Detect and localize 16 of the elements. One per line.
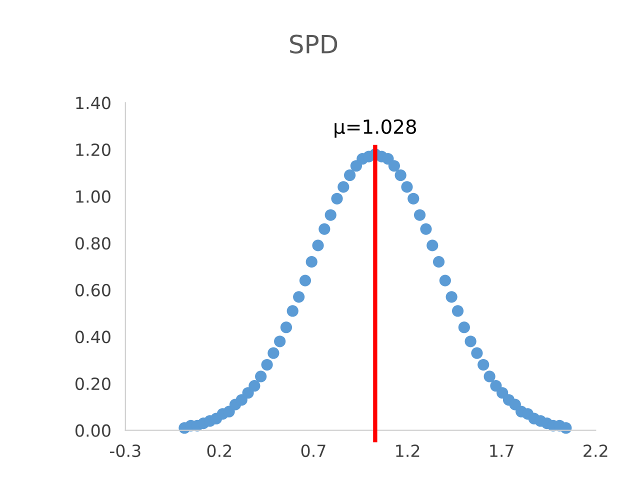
y-tick-label: 1.00 [76, 190, 110, 203]
y-tick-label: 1.40 [76, 96, 110, 110]
y-tick-label: 1.20 [76, 143, 110, 156]
x-tick-label: 0.7 [301, 444, 326, 458]
y-tick-label: 0.60 [76, 284, 110, 296]
x-tick-label: 1.2 [396, 444, 420, 457]
chart-title: SPD [290, 34, 338, 54]
x-tick-label: 0.2 [207, 444, 232, 458]
y-tick-label: 0.20 [76, 377, 110, 390]
y-tick-label: 0.80 [76, 237, 110, 250]
y-tick-label: 0.00 [76, 424, 110, 437]
x-tick-label: 1.7 [490, 444, 514, 457]
x-tick-label: -0.3 [110, 444, 140, 458]
y-tick-label: 0.40 [76, 330, 110, 344]
x-tick-label: 2.2 [584, 444, 608, 457]
ref-line-label: μ=1.028 [334, 119, 416, 138]
